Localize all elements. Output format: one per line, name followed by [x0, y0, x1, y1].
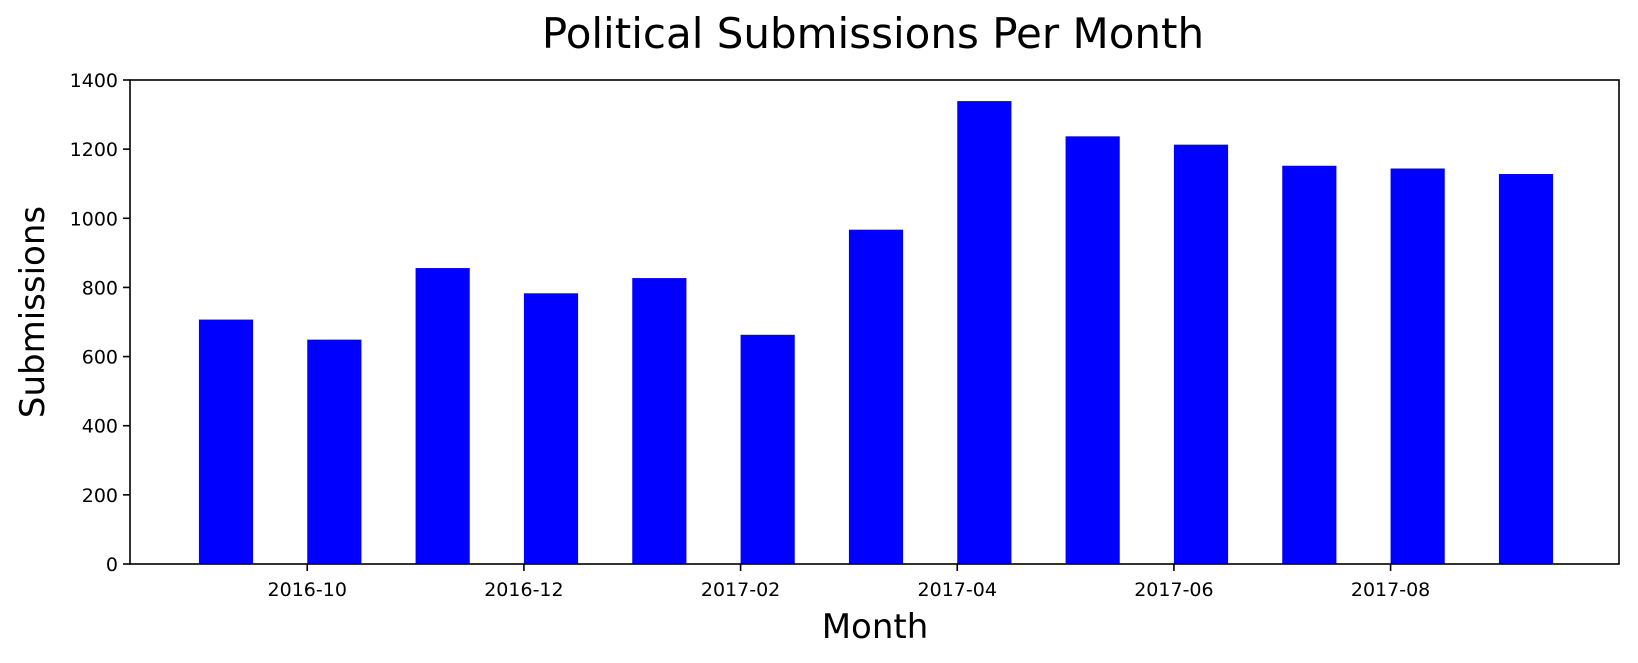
y-tick-label-200: 200	[82, 485, 118, 507]
bar-2016-09	[198, 319, 254, 564]
bar-2017-04	[957, 101, 1012, 564]
bar-2017-02	[740, 334, 795, 564]
x-tick-label-2017-02: 2017-02	[701, 579, 780, 601]
y-tick-label-600: 600	[82, 347, 118, 369]
x-tick-label-2016-10: 2016-10	[268, 579, 347, 601]
plot-frame	[129, 79, 1620, 565]
bar-2017-05	[1065, 136, 1120, 564]
bar-2017-06	[1173, 144, 1229, 564]
chart-title: Political Submissions Per Month	[542, 9, 1204, 58]
x-tick-label-2017-04: 2017-04	[918, 579, 997, 601]
x-axis-label: Month	[822, 607, 929, 647]
bars-group	[198, 101, 1554, 565]
y-axis: 0 200 400 600 800 1000 1200 1400	[70, 70, 130, 576]
y-tick-label-800: 800	[82, 277, 118, 299]
x-tick-label-2017-06: 2017-06	[1134, 579, 1213, 601]
x-tick-label-2016-12: 2016-12	[484, 579, 563, 601]
bar-2017-03	[848, 229, 904, 564]
y-tick-label-400: 400	[82, 416, 118, 438]
y-axis-label: Submissions	[13, 206, 53, 418]
bar-2017-08	[1390, 168, 1445, 564]
bar-2017-09	[1498, 174, 1554, 564]
bar-2016-11	[415, 268, 470, 564]
x-axis: 2016-10 2016-12 2017-02 2017-04 2017-06 2017-…	[268, 564, 1430, 601]
bar-2016-10	[307, 339, 362, 564]
bar-2017-07	[1282, 165, 1337, 565]
x-tick-label-2017-08: 2017-08	[1351, 579, 1430, 601]
bar-2017-01	[632, 278, 687, 564]
y-tick-label-1000: 1000	[70, 208, 118, 230]
y-tick-label-1400: 1400	[70, 70, 118, 92]
y-tick-label-1200: 1200	[70, 139, 118, 161]
y-tick-label-0: 0	[106, 554, 118, 576]
bar-2016-12	[523, 293, 579, 564]
